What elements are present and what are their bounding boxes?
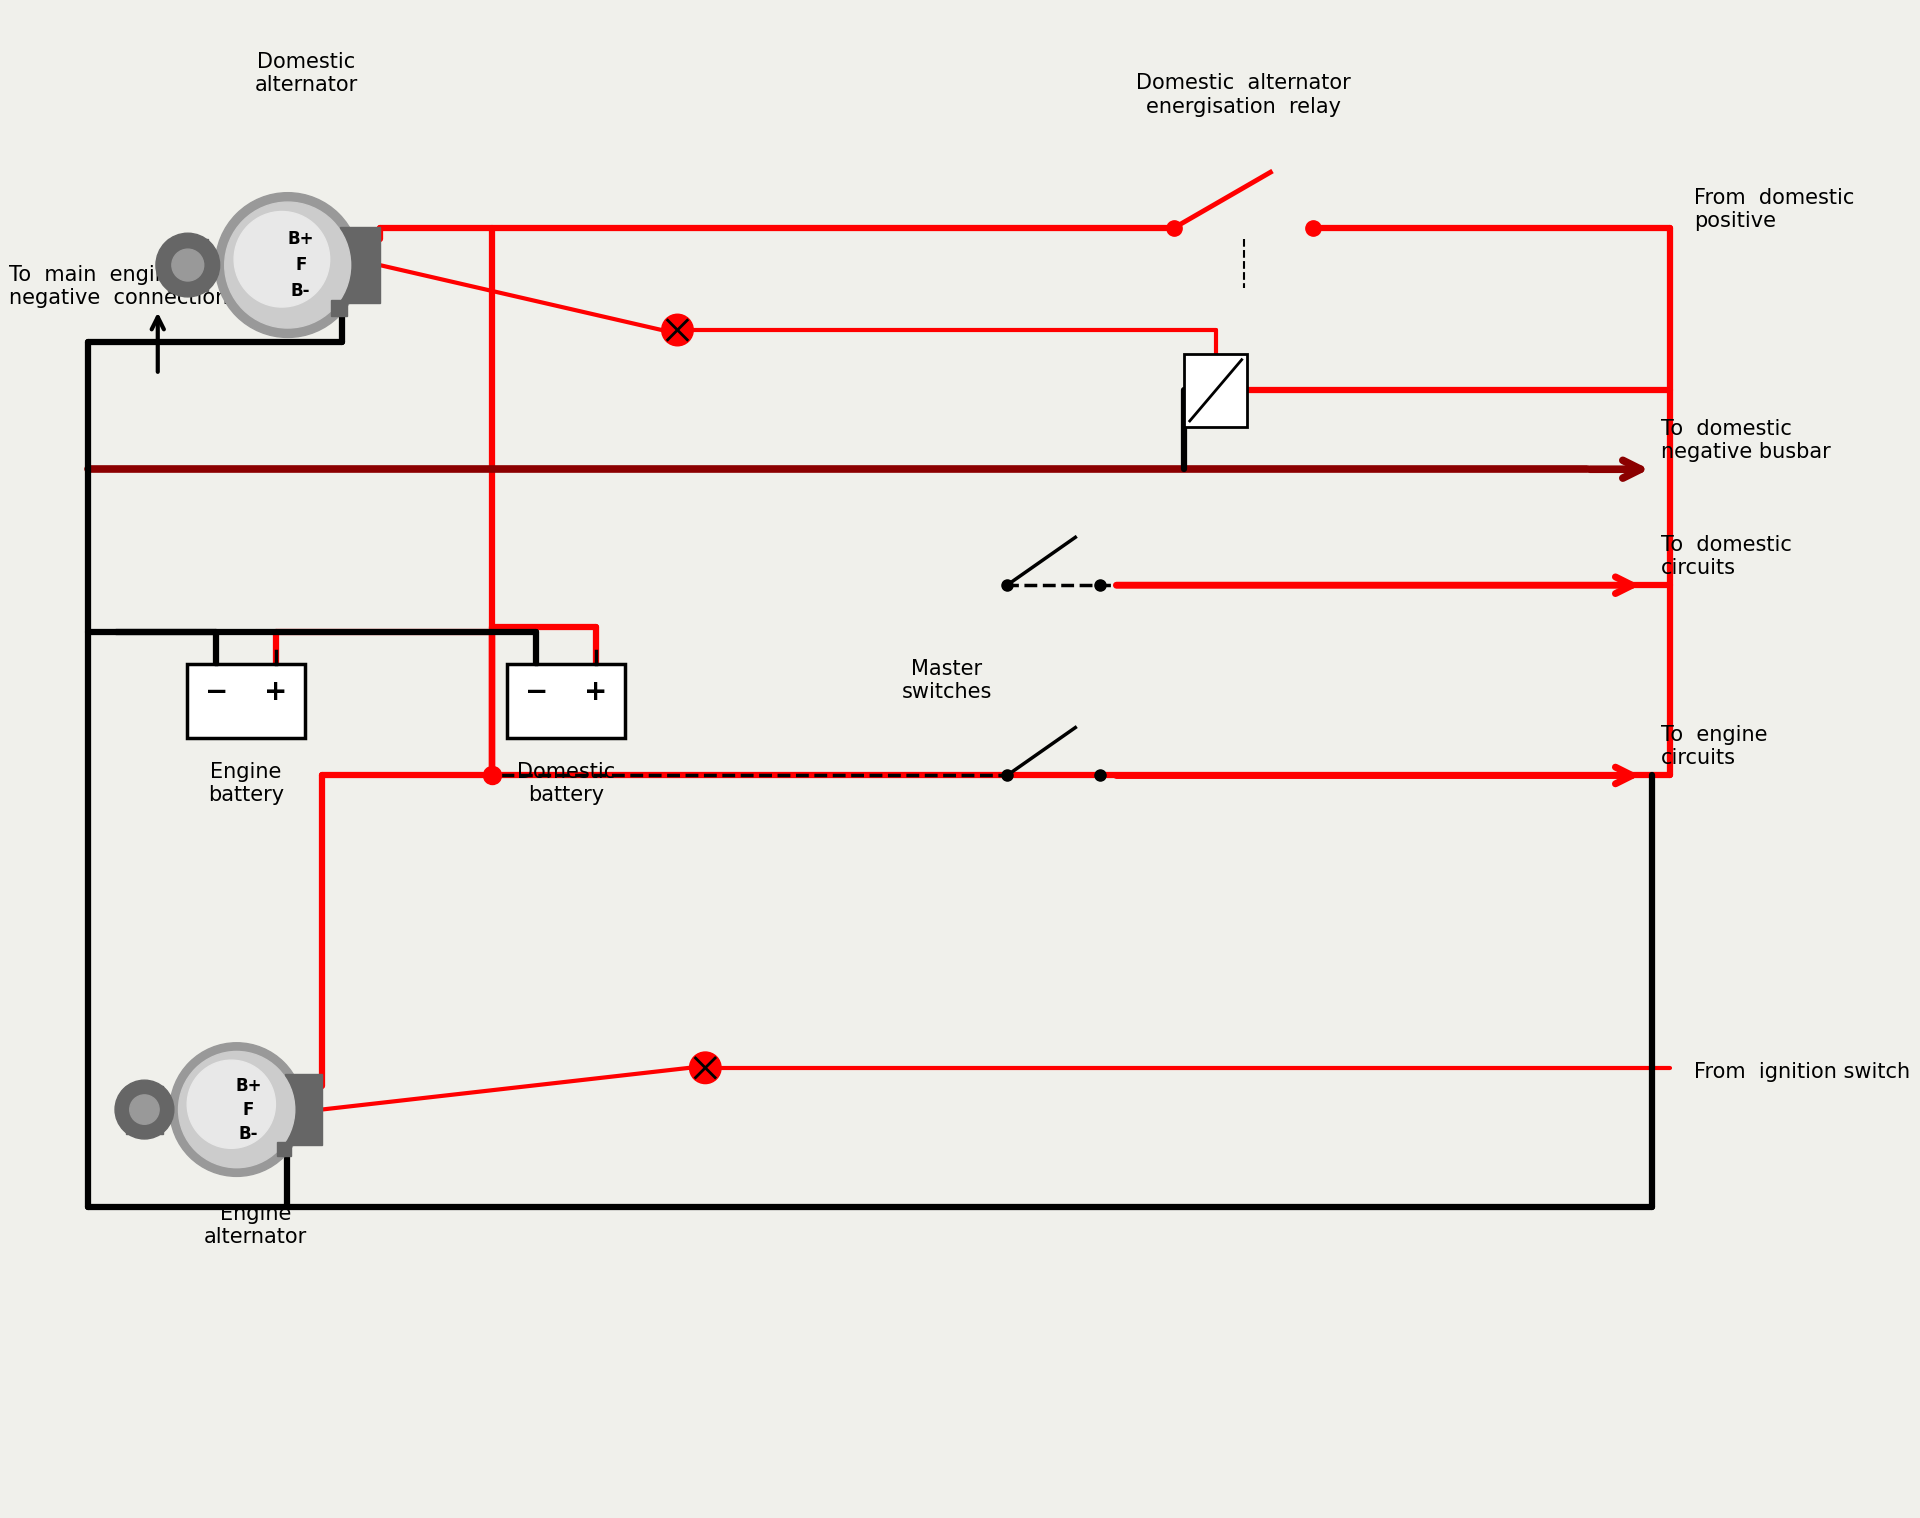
Text: B+: B+: [236, 1076, 261, 1094]
Text: To  domestic
circuits: To domestic circuits: [1661, 534, 1791, 578]
Circle shape: [115, 1081, 175, 1138]
Circle shape: [225, 202, 351, 328]
Text: −: −: [524, 679, 547, 706]
Text: Domestic  alternator
energisation  relay: Domestic alternator energisation relay: [1137, 73, 1352, 117]
Circle shape: [689, 1052, 722, 1084]
Circle shape: [169, 1043, 303, 1176]
Text: From  ignition switch: From ignition switch: [1693, 1063, 1910, 1082]
Text: F: F: [296, 257, 307, 275]
Bar: [276, 1142, 292, 1157]
Text: +: +: [584, 679, 607, 706]
Text: B-: B-: [238, 1125, 259, 1143]
Text: −: −: [205, 679, 228, 706]
Circle shape: [215, 193, 361, 337]
Bar: [186, 663, 305, 738]
Circle shape: [188, 1060, 275, 1148]
Text: From  domestic
positive: From domestic positive: [1693, 188, 1855, 231]
Bar: [127, 1085, 163, 1134]
Bar: [1185, 354, 1248, 427]
Circle shape: [131, 1094, 159, 1125]
Text: +: +: [263, 679, 288, 706]
Text: Domestic
alternator: Domestic alternator: [255, 52, 357, 96]
Circle shape: [234, 211, 330, 307]
Bar: [284, 1075, 321, 1145]
Circle shape: [173, 249, 204, 281]
Bar: [169, 238, 207, 291]
Text: Domestic
battery: Domestic battery: [516, 762, 614, 805]
Circle shape: [662, 314, 693, 346]
Bar: [340, 228, 380, 304]
Text: B-: B-: [292, 282, 311, 301]
Text: To  engine
circuits: To engine circuits: [1661, 726, 1768, 768]
Text: To  main  engine
negative  connection: To main engine negative connection: [10, 266, 228, 308]
Text: To  domestic
negative busbar: To domestic negative busbar: [1661, 419, 1832, 461]
Text: F: F: [244, 1101, 253, 1119]
Bar: [330, 299, 348, 316]
Text: Master
switches: Master switches: [900, 659, 993, 701]
Text: Engine
battery: Engine battery: [207, 762, 284, 805]
Bar: [507, 663, 626, 738]
Text: Engine
alternator: Engine alternator: [204, 1204, 307, 1248]
Text: B+: B+: [288, 231, 315, 247]
Circle shape: [179, 1052, 296, 1167]
Circle shape: [156, 234, 219, 298]
